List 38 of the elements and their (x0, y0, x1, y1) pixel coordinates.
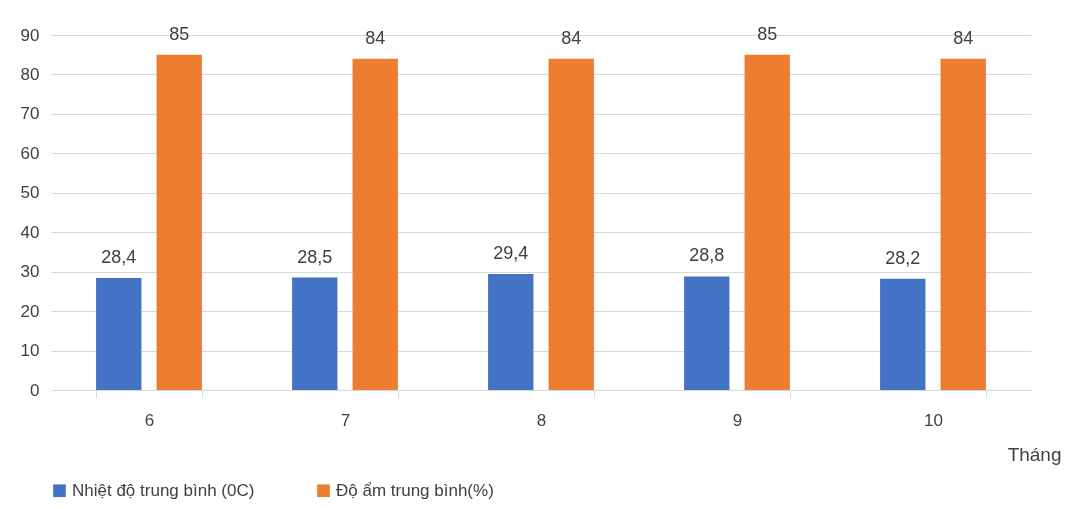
data-label: 84 (953, 27, 974, 48)
data-label: 84 (365, 27, 386, 48)
y-tick-label: 0 (30, 380, 40, 400)
x-tick-label: 9 (732, 410, 743, 430)
y-tick-label: 10 (20, 341, 40, 361)
bar (548, 58, 594, 390)
data-label: 29,4 (493, 243, 529, 264)
y-tick-label: 60 (20, 143, 40, 163)
bar (744, 54, 790, 390)
data-label: 28,5 (297, 246, 333, 267)
data-label: 85 (757, 23, 778, 44)
x-tick-label: 6 (144, 410, 155, 430)
x-tick-label: 8 (536, 410, 547, 430)
data-label: 85 (169, 23, 190, 44)
data-label: 28,8 (689, 245, 725, 266)
bar (684, 276, 730, 390)
bar (940, 58, 986, 390)
bar (488, 274, 534, 390)
bar (352, 58, 398, 390)
x-tick-label: 10 (924, 410, 943, 430)
bar (880, 278, 926, 390)
data-label: 28,2 (885, 247, 921, 268)
bar (96, 277, 142, 390)
bar (292, 277, 338, 390)
x-tick-label: 7 (340, 410, 351, 430)
y-tick-label: 40 (20, 222, 40, 242)
x-axis-title: Tháng (1007, 443, 1062, 465)
legend-label: Độ ẩm trung bình(%) (336, 480, 494, 500)
data-label: 28,4 (101, 246, 137, 267)
y-tick-label: 30 (20, 262, 40, 282)
y-tick-label: 70 (20, 104, 40, 124)
y-tick-label: 90 (20, 25, 40, 45)
bar (156, 54, 202, 390)
y-tick-label: 20 (20, 301, 40, 321)
legend-label: Nhiệt độ trung bình (0C) (72, 480, 255, 500)
y-tick-label: 50 (20, 183, 40, 203)
y-tick-label: 80 (20, 64, 40, 84)
data-label: 84 (561, 27, 582, 48)
